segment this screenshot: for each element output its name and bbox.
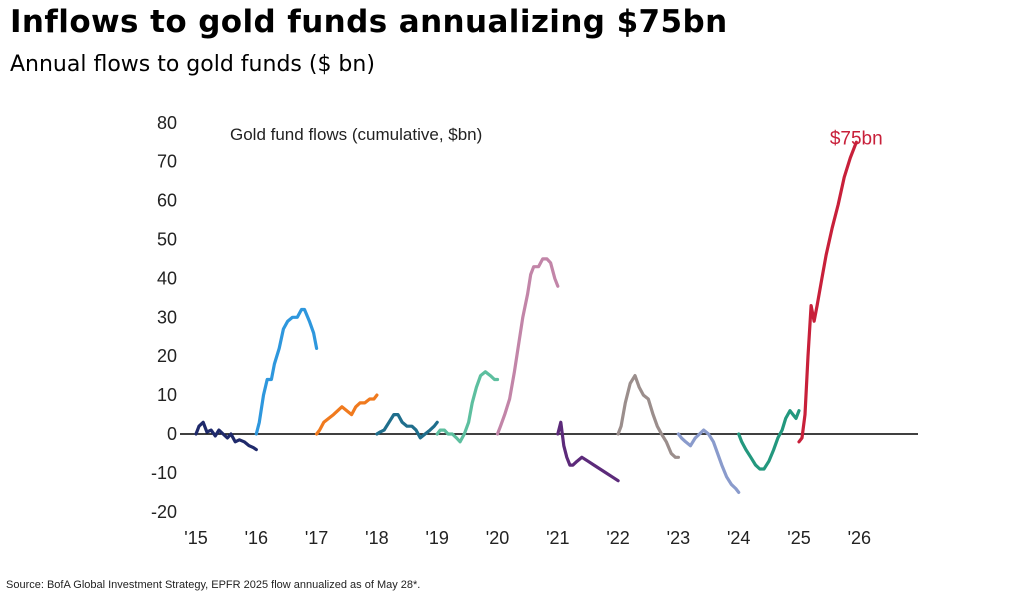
series-line-2021 <box>556 420 620 483</box>
series-line-2018 <box>375 413 439 440</box>
x-tick-label: '26 <box>848 528 871 548</box>
series-line-2016 <box>254 307 319 436</box>
series-line-2017 <box>315 393 379 436</box>
y-tick-label: 80 <box>157 113 177 133</box>
x-tick-label: '15 <box>184 528 207 548</box>
series-line-2025 <box>797 140 858 444</box>
y-tick-label: 20 <box>157 346 177 366</box>
series-line-2020 <box>495 257 560 436</box>
x-tick-label: '22 <box>606 528 629 548</box>
chart-inner-title: Gold fund flows (cumulative, $bn) <box>230 125 482 144</box>
y-tick-label: 40 <box>157 268 177 288</box>
source-note: Source: BofA Global Investment Strategy,… <box>6 579 421 591</box>
y-tick-label: 10 <box>157 385 177 405</box>
x-axis-ticks: '15 '16 '17 '18 '19 '20 '21 '22 '23 '24 '25 '26 <box>184 528 871 548</box>
series-line-2024 <box>737 409 801 471</box>
series-line-2019 <box>435 370 500 444</box>
page-title: Inflows to gold funds annualizing $75bn <box>10 4 728 40</box>
y-tick-label: -10 <box>151 463 177 483</box>
x-tick-label: '18 <box>365 528 388 548</box>
page-subtitle: Annual flows to gold funds ($ bn) <box>10 52 375 77</box>
x-tick-label: '21 <box>546 528 569 548</box>
x-tick-label: '17 <box>305 528 328 548</box>
y-tick-label: 70 <box>157 152 177 172</box>
x-tick-label: '24 <box>727 528 750 548</box>
series-line-2022 <box>616 374 681 459</box>
y-tick-label: 60 <box>157 191 177 211</box>
series-line-2023 <box>676 428 741 494</box>
annotation-label: $75bn <box>830 128 883 149</box>
y-axis-ticks: 80 70 60 50 40 30 20 10 0 -10 -20 <box>151 113 177 522</box>
x-tick-label: '16 <box>245 528 268 548</box>
y-tick-label: -20 <box>151 502 177 522</box>
x-tick-label: '20 <box>486 528 509 548</box>
series-lines <box>194 140 858 494</box>
x-tick-label: '25 <box>787 528 810 548</box>
y-tick-label: 50 <box>157 230 177 250</box>
series-line-2015 <box>194 420 258 452</box>
x-tick-label: '23 <box>667 528 690 548</box>
x-tick-label: '19 <box>425 528 448 548</box>
y-tick-label: 30 <box>157 307 177 327</box>
y-tick-label: 0 <box>167 424 177 444</box>
